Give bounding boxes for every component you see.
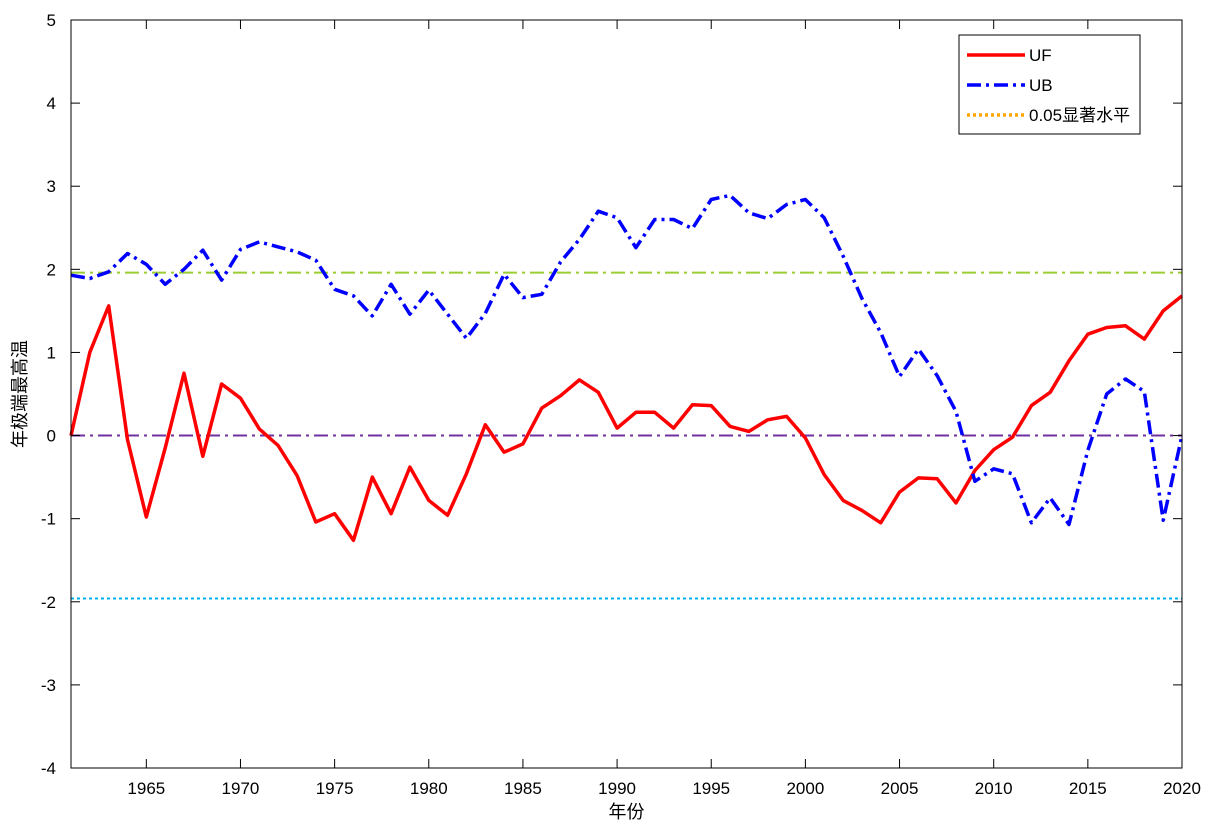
y-axis: -4 -3 -2 -1 0 1 2 3 4 5	[41, 11, 1182, 778]
legend-label: UB	[1029, 76, 1053, 95]
series-lines	[69, 193, 1184, 543]
y-tick-label: 4	[47, 94, 56, 113]
x-tick-label: 1975	[316, 779, 354, 798]
legend-label: UF	[1029, 46, 1052, 65]
x-tick-label: 2015	[1069, 779, 1107, 798]
legend-box	[958, 34, 1141, 135]
y-tick-label: -2	[41, 593, 56, 612]
series-line-uf	[69, 294, 1184, 543]
x-tick-label: 1980	[410, 779, 448, 798]
y-tick-label: 5	[47, 11, 56, 30]
x-tick-label: 2020	[1163, 779, 1201, 798]
y-tick-label: 2	[47, 260, 56, 279]
x-tick-label: 1985	[504, 779, 542, 798]
y-tick-label: -3	[41, 676, 56, 695]
x-tick-label: 2010	[975, 779, 1013, 798]
y-tick-label: 1	[47, 343, 56, 362]
x-tick-label: 1995	[692, 779, 730, 798]
legend: UF UB 0.05显著水平	[958, 34, 1141, 135]
y-tick-label: 0	[47, 427, 56, 446]
y-tick-label: -4	[41, 759, 56, 778]
x-tick-label: 2005	[881, 779, 919, 798]
x-tick-label: 1990	[598, 779, 636, 798]
x-axis-title: 年份	[609, 802, 645, 823]
x-tick-label: 1965	[127, 779, 165, 798]
y-axis-title: 年极端最高温	[10, 340, 31, 448]
x-tick-label: 2000	[786, 779, 824, 798]
series-line-ub	[70, 193, 1184, 527]
legend-label: 0.05显著水平	[1029, 106, 1130, 125]
reference-lines	[71, 271, 1182, 600]
y-tick-label: -1	[41, 510, 56, 529]
x-axis: 1965 1970 1975 1980 1985 1990 1995 2000 2005 2010…	[127, 20, 1201, 798]
plot-area-frame	[70, 19, 1183, 769]
x-tick-label: 1970	[222, 779, 260, 798]
y-tick-label: 3	[47, 177, 56, 196]
